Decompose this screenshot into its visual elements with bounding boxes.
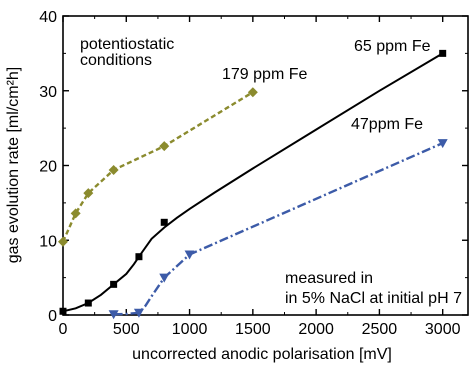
- x-tick-label: 1500: [235, 321, 271, 338]
- x-tick-label: 500: [113, 321, 140, 338]
- data-point: [133, 308, 144, 318]
- data-point: [59, 307, 67, 315]
- data-point: [84, 299, 92, 307]
- data-point: [58, 236, 68, 247]
- x-tick-label: 1000: [172, 321, 208, 338]
- x-tick-label: 0: [59, 321, 68, 338]
- data-point: [160, 218, 168, 226]
- series-65-ppm-fe: [59, 49, 447, 315]
- x-axis-ticks: 0 500 1000 1500 2000 2500 3000: [59, 16, 461, 338]
- x-axis-title: uncorrected anodic polarisation [mV]: [132, 346, 392, 363]
- y-axis-ticks: 0 10 20 30 40: [39, 9, 468, 325]
- series-47ppm-fe: [108, 139, 448, 320]
- annotation-potentiostatic: potentiostatic: [80, 36, 174, 53]
- data-point: [184, 250, 195, 260]
- series-label-47ppm: 47ppm Fe: [351, 116, 423, 133]
- data-point: [439, 49, 447, 57]
- x-tick-label: 3000: [425, 321, 461, 338]
- series-line: [61, 91, 254, 243]
- series-line: [113, 142, 444, 316]
- data-point: [108, 310, 119, 320]
- data-point: [110, 280, 118, 288]
- data-point: [437, 139, 448, 149]
- data-point: [135, 253, 143, 261]
- series-layer: [58, 49, 448, 320]
- series-line: [62, 52, 444, 313]
- data-point: [159, 141, 170, 152]
- data-point: [159, 273, 170, 283]
- data-point: [83, 188, 94, 199]
- x-tick-label: 2500: [362, 321, 398, 338]
- annotation-measured-in: measured in: [285, 270, 373, 287]
- y-tick-label: 20: [39, 159, 57, 176]
- series-179-ppm-fe: [58, 87, 258, 247]
- annotation-conditions: conditions: [80, 52, 152, 69]
- y-axis-title: gas evolution rate [ml/cm²h]: [5, 67, 22, 264]
- data-point: [247, 87, 258, 98]
- data-point: [70, 208, 81, 219]
- y-tick-label: 40: [39, 9, 57, 26]
- data-point: [108, 164, 119, 175]
- annotation-nacl-conditions: in 5% NaCl at initial pH 7: [285, 290, 462, 307]
- y-tick-label: 30: [39, 84, 57, 101]
- series-label-179ppm: 179 ppm Fe: [222, 66, 307, 83]
- x-tick-label: 2000: [298, 321, 334, 338]
- y-tick-label: 10: [39, 233, 57, 250]
- y-tick-label: 0: [48, 308, 57, 325]
- series-label-65ppm: 65 ppm Fe: [354, 38, 431, 55]
